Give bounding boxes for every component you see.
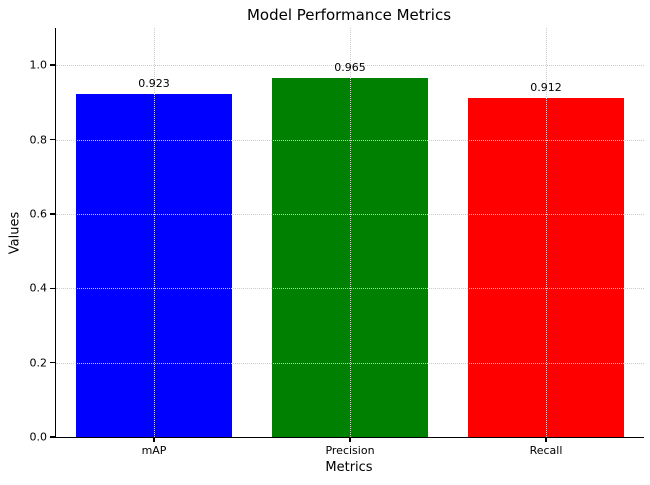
x-tick-label-recall: Recall xyxy=(529,444,563,457)
y-axis-label: Values xyxy=(7,211,23,255)
bar-map xyxy=(75,93,233,437)
bar-recall xyxy=(467,97,625,437)
chart-title: Model Performance Metrics xyxy=(246,6,452,24)
y-tick-mark xyxy=(50,64,56,66)
y-tick-label: 0.6 xyxy=(29,207,48,221)
bar-precision xyxy=(271,78,429,437)
y-tick-mark xyxy=(50,436,56,438)
y-tick-label: 0.2 xyxy=(29,356,48,370)
y-tick-label: 1.0 xyxy=(29,58,48,72)
x-tick-label-map: mAP xyxy=(141,444,167,457)
y-tick-mark xyxy=(50,138,56,141)
y-tick-mark xyxy=(50,361,56,364)
x-tick-mark xyxy=(153,437,155,442)
x-tick-mark xyxy=(349,437,351,442)
bar-value-label-precision: 0.965 xyxy=(334,61,366,75)
y-tick-label: 0.4 xyxy=(29,281,48,295)
bar-value-label-map: 0.923 xyxy=(138,76,170,90)
x-tick-mark xyxy=(545,437,547,442)
bar-value-label-recall: 0.912 xyxy=(530,80,562,94)
vertical-gridline xyxy=(350,28,351,437)
x-axis-label: Metrics xyxy=(325,460,373,475)
y-tick-label: 0.8 xyxy=(29,133,48,147)
vertical-gridline xyxy=(546,28,547,437)
vertical-gridline xyxy=(154,28,155,437)
y-tick-mark xyxy=(50,287,56,290)
y-tick-label: 0.0 xyxy=(29,430,48,444)
y-tick-mark xyxy=(50,213,56,215)
x-tick-label-precision: Precision xyxy=(325,444,375,457)
plot-area: 0.0 0.2 0.4 0.6 0.8 1.0 0.923 mAP 0.965 Precision… xyxy=(30,28,644,457)
